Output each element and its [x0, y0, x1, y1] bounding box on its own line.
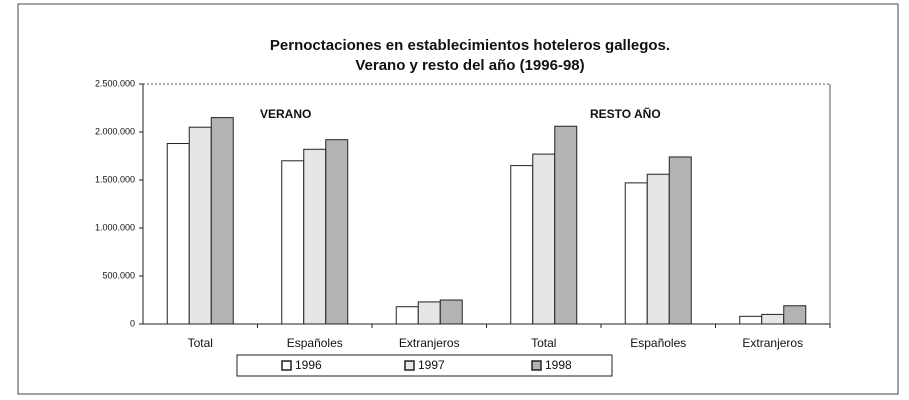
legend-swatch — [531, 360, 542, 371]
bar — [303, 148, 327, 325]
chart-subtitle: Verano y resto del año (1996-98) — [355, 57, 584, 74]
annotation: RESTO AÑO — [590, 106, 661, 121]
legend-label: 1998 — [545, 358, 572, 372]
legend-box — [236, 354, 613, 377]
legend-label: 1997 — [418, 358, 445, 372]
bar — [739, 315, 763, 325]
bar — [417, 301, 441, 325]
y-tick-label: 500.000 — [102, 270, 135, 280]
y-tick-label: 0 — [130, 318, 135, 328]
legend-label: 1996 — [295, 358, 322, 372]
y-tick-label: 1.000.000 — [95, 222, 135, 232]
annotation: VERANO — [260, 107, 311, 121]
bar — [646, 173, 670, 325]
bar — [783, 305, 807, 325]
bar — [668, 156, 692, 325]
bar — [510, 165, 534, 325]
x-tick-label: Total — [188, 336, 213, 350]
bar — [532, 153, 556, 325]
x-tick-label: Extranjeros — [742, 336, 803, 350]
bar — [281, 160, 305, 325]
x-tick-label: Extranjeros — [399, 336, 460, 350]
chart-title: Pernoctaciones en establecimientos hotel… — [270, 37, 670, 54]
legend-swatch — [404, 360, 415, 371]
y-tick-label: 1.500.000 — [95, 174, 135, 184]
frame — [17, 3, 899, 395]
legend-swatch — [281, 360, 292, 371]
bar — [395, 306, 419, 325]
y-tick-label: 2.000.000 — [95, 126, 135, 136]
bar — [761, 313, 785, 325]
bar — [210, 117, 234, 325]
x-tick-label: Total — [531, 336, 556, 350]
bar — [624, 182, 648, 325]
bar — [325, 139, 349, 325]
x-tick-label: Españoles — [630, 336, 686, 350]
bar — [188, 126, 212, 325]
x-tick-label: Españoles — [287, 336, 343, 350]
bar — [554, 125, 578, 325]
bar — [166, 143, 190, 325]
bar — [439, 299, 463, 325]
y-tick-label: 2.500.000 — [95, 78, 135, 88]
